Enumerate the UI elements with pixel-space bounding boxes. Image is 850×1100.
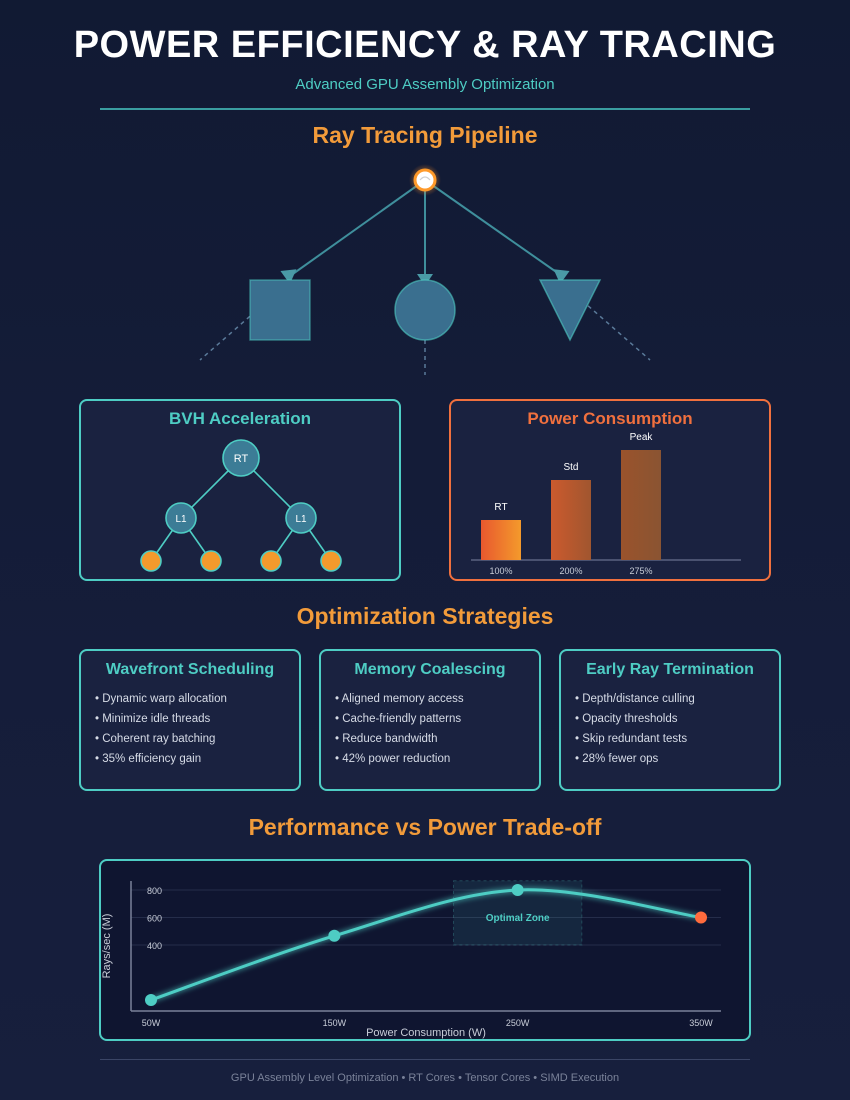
light-source-icon bbox=[413, 168, 437, 192]
strategy-item: • 28% fewer ops bbox=[575, 753, 659, 765]
strategy-card-memory: Memory Coalescing • Aligned memory acces… bbox=[319, 649, 541, 791]
strategy-card-title: Early Ray Termination bbox=[586, 661, 754, 678]
bvh-leaf-node bbox=[140, 550, 162, 572]
bvh-tree: RT L1 L1 bbox=[140, 439, 342, 572]
y-axis-label: Rays/sec (M) bbox=[101, 914, 113, 979]
y-tick-label: 600 bbox=[147, 914, 162, 924]
bvh-leaf-node bbox=[320, 550, 342, 572]
strategy-list: • Dynamic warp allocation • Minimize idl… bbox=[95, 689, 227, 769]
strategy-item: • Coherent ray batching bbox=[95, 733, 216, 745]
footer-divider bbox=[100, 1059, 750, 1060]
bvh-child-label: L1 bbox=[295, 514, 307, 525]
power-bar bbox=[481, 520, 521, 560]
x-tick-label: 350W bbox=[689, 1018, 713, 1028]
y-tick-label: 400 bbox=[147, 941, 162, 951]
power-bar-percent: 100% bbox=[489, 566, 512, 576]
strategy-card-title: Wavefront Scheduling bbox=[105, 661, 275, 678]
power-bar-label: Std bbox=[563, 462, 578, 473]
strategy-card-wavefront: Wavefront Scheduling • Dynamic warp allo… bbox=[79, 649, 301, 791]
y-tick-label: 800 bbox=[147, 886, 162, 896]
bvh-child-node bbox=[285, 502, 317, 534]
footer-text: GPU Assembly Level Optimization • RT Cor… bbox=[230, 1072, 620, 1084]
strategy-list: • Depth/distance culling • Opacity thres… bbox=[575, 689, 695, 769]
header-divider bbox=[100, 108, 750, 110]
power-bar-chart: RT 100% Std 200% Peak 275% bbox=[471, 432, 741, 576]
bvh-root-node bbox=[222, 439, 260, 477]
bvh-leaves bbox=[140, 550, 342, 572]
power-bar-percent: 200% bbox=[559, 566, 582, 576]
bvh-child-node bbox=[165, 502, 197, 534]
pipeline-heading: Ray Tracing Pipeline bbox=[312, 122, 538, 148]
power-panel: Power Consumption RT 100% Std 200% Peak 275% bbox=[449, 399, 771, 581]
bvh-leaf-node bbox=[200, 550, 222, 572]
triangle-primitive-icon bbox=[538, 279, 602, 342]
strategy-item: • Reduce bandwidth bbox=[335, 733, 438, 745]
power-heading: Power Consumption bbox=[527, 409, 693, 428]
power-bar bbox=[621, 450, 661, 560]
strategy-item: • Dynamic warp allocation bbox=[95, 693, 227, 705]
power-bar bbox=[551, 480, 591, 560]
ray-arrow-right-icon bbox=[553, 269, 570, 284]
strategy-item: • 35% efficiency gain bbox=[95, 753, 202, 765]
tradeoff-chart: Optimal Zone 800 600 400 50W 150W 250W 350W Ra… bbox=[101, 880, 721, 1039]
data-point bbox=[511, 884, 524, 896]
bvh-panel: BVH Acceleration RT L1 L1 bbox=[79, 399, 401, 581]
pipeline-rays bbox=[289, 179, 563, 282]
sphere-primitive-icon bbox=[394, 279, 456, 341]
data-point bbox=[328, 929, 341, 942]
ray-arrow-left-icon bbox=[280, 269, 297, 284]
performance-curve bbox=[150, 888, 702, 1002]
x-tick-label: 150W bbox=[323, 1018, 347, 1028]
page-title: POWER EFFICIENCY & RAY TRACING bbox=[73, 24, 777, 66]
x-axis-label: Power Consumption (W) bbox=[366, 1027, 486, 1039]
strategy-card-title: Memory Coalescing bbox=[354, 661, 506, 678]
bvh-child-label: L1 bbox=[175, 514, 187, 525]
bvh-leaf-node bbox=[260, 550, 282, 572]
page-subtitle: Advanced GPU Assembly Optimization bbox=[295, 76, 555, 93]
power-bar-label: Peak bbox=[630, 432, 654, 443]
strategies-heading: Optimization Strategies bbox=[296, 603, 554, 629]
strategy-card-early-termination: Early Ray Termination • Depth/distance c… bbox=[559, 649, 781, 791]
tradeoff-panel: Optimal Zone 800 600 400 50W 150W 250W 350W Ra… bbox=[99, 859, 751, 1041]
x-tick-label: 50W bbox=[142, 1018, 161, 1028]
strategy-item: • Cache-friendly patterns bbox=[335, 713, 462, 725]
strategy-item: • Depth/distance culling bbox=[575, 693, 695, 705]
strategy-item: • Skip redundant tests bbox=[575, 733, 688, 745]
strategy-item: • 42% power reduction bbox=[335, 753, 451, 765]
power-bar-percent: 275% bbox=[629, 566, 652, 576]
square-primitive-icon bbox=[249, 279, 311, 341]
strategy-item: • Aligned memory access bbox=[335, 693, 464, 705]
power-bar-label: RT bbox=[494, 502, 507, 513]
optimal-zone-label: Optimal Zone bbox=[486, 913, 550, 924]
x-tick-label: 250W bbox=[506, 1018, 530, 1028]
data-point bbox=[695, 911, 707, 924]
tradeoff-heading: Performance vs Power Trade-off bbox=[248, 814, 602, 840]
strategy-item: • Minimize idle threads bbox=[95, 713, 211, 725]
strategy-list: • Aligned memory access • Cache-friendly… bbox=[335, 689, 464, 769]
bvh-heading: BVH Acceleration bbox=[168, 409, 312, 428]
pipeline-diagram bbox=[199, 164, 651, 375]
strategy-item: • Opacity thresholds bbox=[575, 713, 678, 725]
data-point bbox=[145, 994, 157, 1006]
bvh-root-label: RT bbox=[234, 453, 249, 465]
